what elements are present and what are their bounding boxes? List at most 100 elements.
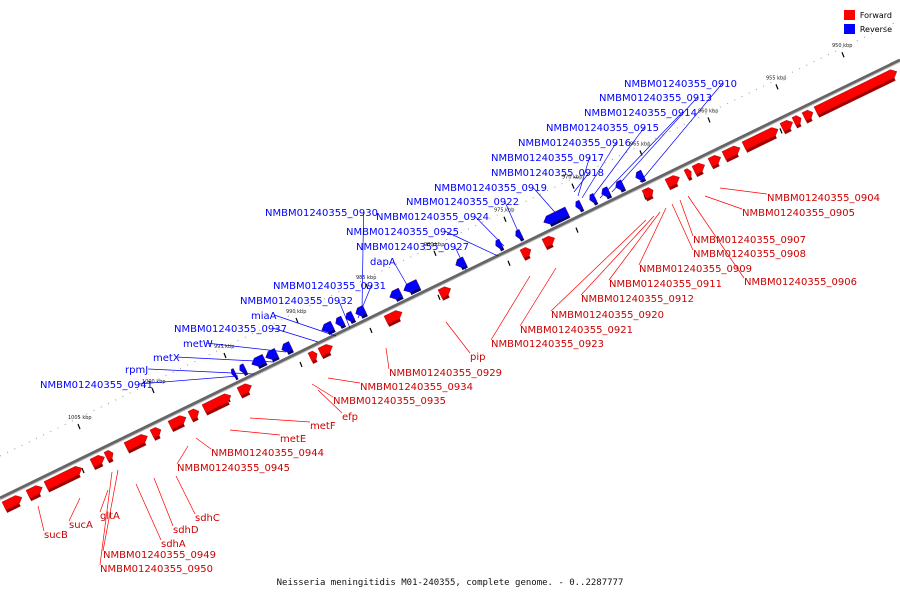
- gene-feature: [345, 310, 357, 325]
- gene-label: sdhC: [195, 513, 220, 524]
- gene-feature: [543, 206, 571, 227]
- tick-label: 970 kbp: [562, 175, 582, 181]
- tick-mark: [369, 327, 373, 334]
- leader-line: [504, 200, 521, 237]
- tick-mark: [507, 260, 511, 266]
- leader-line: [671, 203, 694, 251]
- gene-label: sucA: [69, 520, 93, 531]
- tick-label: 990 kbp: [286, 309, 306, 315]
- leader-line: [148, 368, 255, 375]
- leader-line: [638, 207, 667, 266]
- leader-line: [338, 299, 351, 329]
- gene-feature: [1, 495, 23, 513]
- leader-line: [249, 417, 311, 423]
- gene-label: NMBM01240355_0923: [491, 339, 604, 350]
- gene-label: NMBM01240355_0909: [639, 264, 752, 275]
- gene-feature: [589, 193, 599, 206]
- leader-line: [581, 141, 617, 199]
- leader-line: [679, 199, 694, 237]
- gene-label: NMBM01240355_0925: [346, 227, 459, 238]
- tick-mark: [779, 128, 783, 134]
- leader-line: [195, 437, 212, 450]
- gene-feature: [89, 455, 105, 471]
- tick-mark: [433, 250, 437, 257]
- gene-feature: [721, 145, 741, 163]
- gene-feature: [741, 127, 779, 153]
- tick-mark: [223, 352, 227, 359]
- gene-label: NMBM01240355_0941: [40, 380, 153, 391]
- leader-line: [99, 471, 113, 566]
- gene-feature: [236, 383, 252, 399]
- leader-line: [580, 215, 655, 296]
- leader-line: [327, 377, 361, 384]
- gene-label: sdhA: [161, 539, 186, 550]
- leader-line: [608, 211, 661, 281]
- gene-feature: [541, 235, 555, 251]
- tick-mark: [299, 361, 303, 368]
- tick-label: 1000 kbp: [142, 379, 166, 385]
- leader-line: [176, 356, 275, 363]
- gene-label: NMBM01240355_0910: [624, 79, 737, 90]
- leader-line: [687, 195, 745, 279]
- tick-label: 1005 kbp: [68, 415, 92, 421]
- tick-mark: [295, 317, 299, 324]
- gene-feature: [664, 175, 680, 191]
- gene-label: NMBM01240355_0950: [100, 564, 213, 575]
- tick-mark: [841, 52, 845, 58]
- leader-line: [490, 275, 531, 341]
- leader-line: [153, 477, 174, 527]
- gene-label: NMBM01240355_0918: [491, 168, 604, 179]
- gene-feature: [707, 155, 721, 170]
- leader-line: [175, 475, 196, 515]
- gene-label: NMBM01240355_0914: [584, 108, 697, 119]
- gene-feature: [791, 115, 802, 129]
- gene-label: dapA: [370, 257, 396, 268]
- gene-feature: [635, 169, 647, 183]
- leader-line: [361, 211, 364, 311]
- gene-feature: [281, 341, 294, 355]
- tick-mark: [365, 283, 369, 290]
- gene-feature: [307, 350, 318, 364]
- gene-label: metE: [280, 434, 306, 445]
- gene-label: NMBM01240355_0917: [491, 153, 604, 164]
- legend: Forward Reverse: [843, 8, 892, 36]
- gene-label: NMBM01240355_0908: [693, 249, 806, 260]
- gene-label: NMBM01240355_0927: [356, 242, 469, 253]
- leader-line: [444, 230, 499, 257]
- leader-line: [37, 505, 45, 532]
- gene-feature: [495, 238, 505, 252]
- leader-line: [577, 156, 590, 197]
- gene-feature: [515, 229, 525, 242]
- tick-label: 975 kbp: [494, 208, 514, 214]
- gene-label: NMBM01240355_0930: [265, 208, 378, 219]
- gene-label: rpmJ: [125, 365, 148, 376]
- gene-label: NMBM01240355_0912: [581, 294, 694, 305]
- leader-line: [589, 126, 645, 201]
- gene-feature: [355, 305, 368, 319]
- gene-feature: [321, 320, 336, 335]
- tick-label: 995 kbp: [214, 344, 234, 350]
- gene-feature: [641, 188, 651, 202]
- gene-label: NMBM01240355_0921: [520, 325, 633, 336]
- tick-label: 950 kbp: [832, 43, 852, 49]
- gene-label: NMBM01240355_0916: [518, 138, 631, 149]
- leader-line: [573, 171, 590, 193]
- gene-label: gltA: [100, 511, 120, 522]
- gene-label: pip: [470, 352, 485, 363]
- legend-forward: Forward: [843, 8, 892, 22]
- leader-line: [550, 219, 647, 312]
- gene-feature: [383, 310, 403, 327]
- gene-label: efp: [342, 412, 358, 423]
- leader-line: [392, 260, 411, 291]
- leader-line: [99, 489, 109, 513]
- tick-label: 965 kbp: [630, 142, 650, 148]
- legend-reverse-label: Reverse: [859, 24, 892, 34]
- gene-label: NMBM01240355_0949: [103, 550, 216, 561]
- gene-feature: [519, 247, 532, 261]
- tick-mark: [707, 117, 711, 123]
- gene-label: NMBM01240355_0932: [240, 296, 353, 307]
- leader-line: [138, 375, 239, 385]
- tick-mark: [503, 216, 507, 222]
- gene-feature: [615, 179, 627, 193]
